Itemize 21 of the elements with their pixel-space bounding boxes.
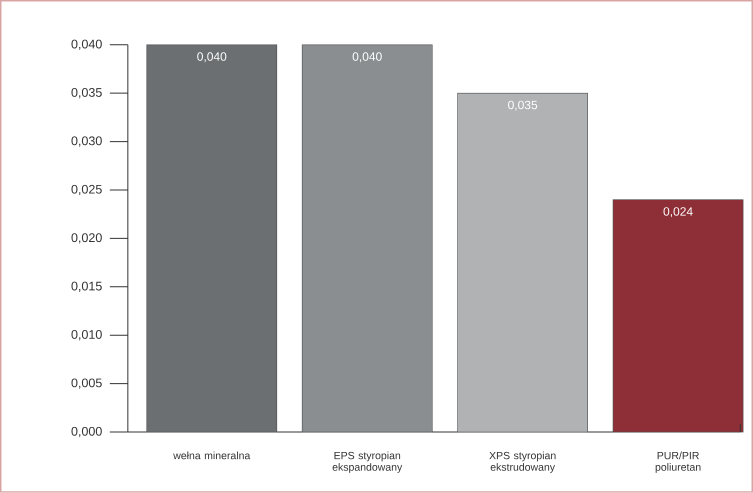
bar — [457, 92, 588, 432]
y-tick-label: 0,000 — [71, 426, 102, 438]
x-tick-label: EPS styropian ekspandowany — [332, 452, 402, 473]
data-label: 0,040 — [197, 52, 226, 62]
bar — [302, 44, 433, 432]
data-label: 0,024 — [664, 207, 693, 218]
y-tick-label: 0,040 — [71, 40, 102, 50]
y-tick-label: 0,020 — [71, 233, 102, 244]
x-tick-label: PUR/PIR poliuretan — [656, 452, 700, 473]
y-tick-label: 0,030 — [71, 136, 102, 147]
y-tick-label: 0,025 — [71, 184, 102, 196]
data-label: 0,035 — [508, 100, 538, 111]
bar — [146, 44, 278, 432]
data-label: 0,040 — [352, 52, 382, 62]
y-tick-label: 0,005 — [71, 378, 102, 389]
x-tick-label: wełna mineralna — [173, 452, 250, 460]
y-tick-label: 0,015 — [71, 282, 102, 292]
y-tick-label: 0,035 — [71, 88, 102, 98]
bar — [612, 199, 744, 432]
x-tick-label: XPS styropian ekstrudowany — [489, 452, 556, 473]
y-tick-label: 0,010 — [71, 330, 102, 340]
